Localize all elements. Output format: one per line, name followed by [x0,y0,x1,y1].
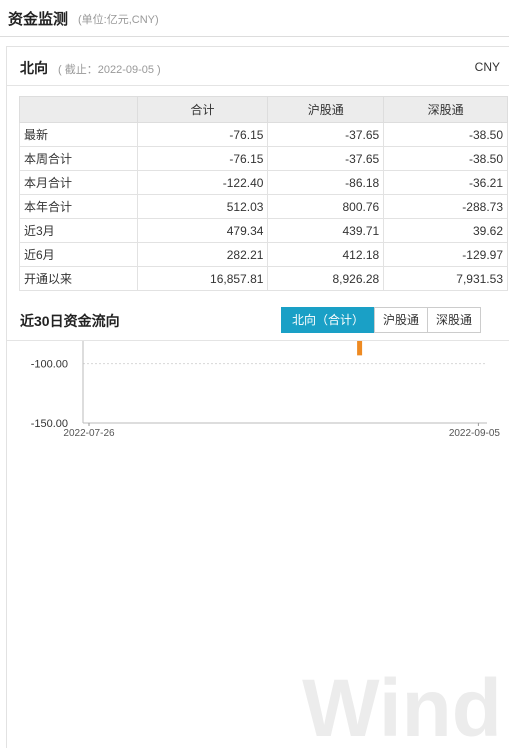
table-cell: -37.65 [267,146,385,171]
table-row: 最新 -76.15 -37.65 -38.50 [19,122,508,147]
row-label: 本年合计 [19,194,138,219]
flow-summary-table: 合计 沪股通 深股通 最新 -76.15 -37.65 -38.50 本周合计 -76.1… [19,96,508,291]
table-cell: -129.97 [383,242,508,267]
flow-section-title: 近30日资金流向 [20,313,120,329]
table-cell: -122.40 [136,170,269,195]
tab-northbound-total[interactable]: 北向（合计） [281,307,376,333]
row-label: 近6月 [19,242,138,267]
column-header [19,96,138,123]
table-cell: -76.15 [136,122,269,147]
table-header-row: 合计 沪股通 深股通 [19,96,508,123]
northbound-header: 北向 ( 截止：2022-09-05 ) CNY [7,47,509,86]
table-cell: -38.50 [383,122,508,147]
table-cell: 412.18 [267,242,385,267]
table-cell: -37.65 [267,122,385,147]
table-cell: -38.50 [383,146,508,171]
table-cell: -86.18 [267,170,385,195]
table-cell: 7,931.53 [383,266,508,291]
table-cell: -36.21 [383,170,508,195]
row-label: 最新 [19,122,138,147]
table-cell: 800.76 [267,194,385,219]
flow-bar-chart: Wind150.00100.0050.000.00-50.00-100.00-1… [31,62,502,754]
table-cell: 16,857.81 [136,266,269,291]
table-row: 本周合计 -76.15 -37.65 -38.50 [19,146,508,171]
x-tick-label: 2022-09-05 [449,428,501,439]
table-cell: 439.71 [267,218,385,243]
table-row: 近6月 282.21 412.18 -129.97 [19,242,508,267]
table-row: 本月合计 -122.40 -86.18 -36.21 [19,170,508,195]
row-label: 开通以来 [19,266,138,291]
column-header: 沪股通 [267,96,385,123]
table-cell: -76.15 [136,146,269,171]
row-label: 本周合计 [19,146,138,171]
table-row: 近3月 479.34 439.71 39.62 [19,218,508,243]
row-label: 近3月 [19,218,138,243]
table-cell: -288.73 [383,194,508,219]
y-tick-label: -100.00 [31,359,68,371]
flow-tabs: 北向（合计） 沪股通 深股通 [281,307,482,333]
northbound-panel: 北向 ( 截止：2022-09-05 ) CNY 合计 沪股通 深股通 最新 -7… [6,46,509,754]
bar [357,245,363,356]
top-header: 资金监测 (单位:亿元,CNY) [0,0,509,37]
table-row: 本年合计 512.03 800.76 -288.73 [19,194,508,219]
table-cell: 479.34 [136,218,269,243]
table-cell: 282.21 [136,242,269,267]
page-title: 资金监测 [8,11,69,28]
as-of-date: ( 截止：2022-09-05 ) [58,64,161,76]
tab-shanghai-connect[interactable]: 沪股通 [374,307,429,333]
currency-label: CNY [474,60,500,74]
y-tick-label: -150.00 [31,418,68,430]
table-cell: 8,926.28 [267,266,385,291]
unit-label: (单位:亿元,CNY) [78,14,159,26]
column-header: 深股通 [383,96,508,123]
row-label: 本月合计 [19,170,138,195]
table-row: 开通以来 16,857.81 8,926.28 7,931.53 [19,266,508,291]
x-tick-label: 2022-07-26 [63,428,115,439]
flow-chart-area: Wind150.00100.0050.000.00-50.00-100.00-1… [7,62,509,754]
northbound-title: 北向 [20,60,48,76]
table-cell: 39.62 [383,218,508,243]
column-header: 合计 [136,96,269,123]
wind-watermark: Wind [302,663,502,749]
table-cell: 512.03 [136,194,269,219]
tab-shenzhen-connect[interactable]: 深股通 [427,307,482,333]
